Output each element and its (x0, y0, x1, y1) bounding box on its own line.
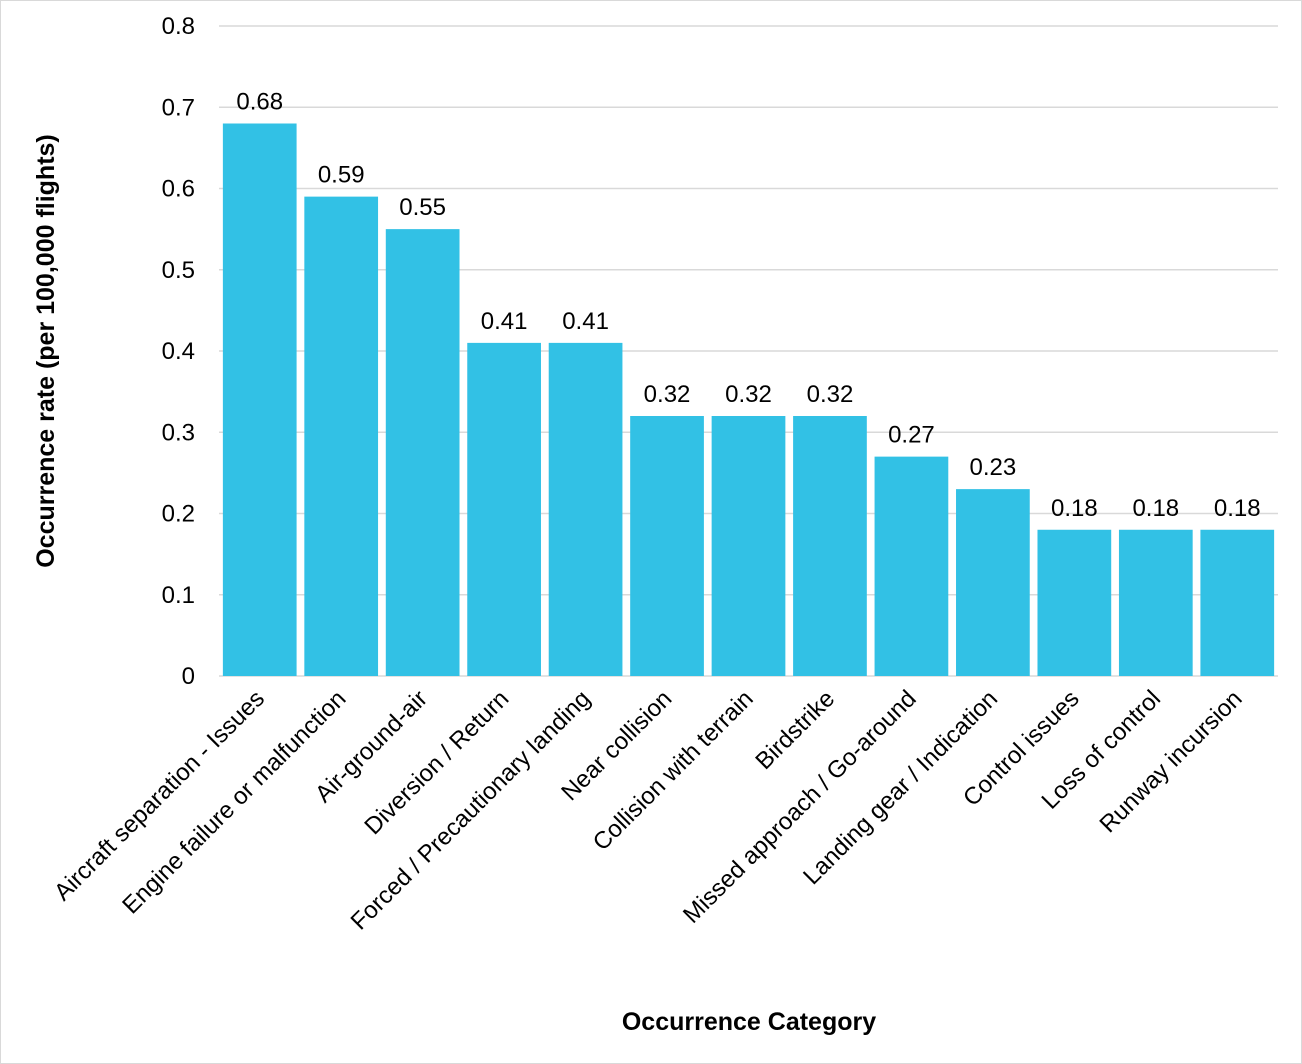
bar (956, 489, 1030, 676)
x-axis-title: Occurrence Category (622, 1008, 876, 1036)
bar (874, 456, 949, 676)
data-label: 0.41 (481, 308, 528, 335)
bar (222, 123, 297, 676)
y-tick-label: 0.1 (162, 582, 195, 609)
y-tick-label: 0 (182, 663, 195, 690)
y-tick-label: 0.2 (162, 501, 195, 528)
bar (630, 416, 704, 676)
bar (793, 416, 867, 676)
bar (304, 196, 379, 676)
y-tick-label: 0.4 (162, 338, 195, 365)
bars (222, 123, 1275, 676)
bar (1200, 529, 1275, 676)
y-tick-labels: 0 0.1 0.2 0.3 0.4 0.5 0.6 0.7 0.8 (162, 13, 195, 690)
data-label: 0.41 (562, 308, 609, 335)
data-label: 0.68 (236, 89, 283, 116)
bar (1118, 529, 1193, 676)
y-tick-label: 0.5 (162, 257, 195, 284)
bar (711, 416, 786, 676)
y-tick-label: 0.8 (162, 13, 195, 40)
x-category-label: Runway incursion (1094, 685, 1247, 838)
data-label: 0.27 (888, 422, 935, 449)
bar (1037, 529, 1112, 676)
data-label: 0.59 (318, 162, 365, 189)
data-label: 0.32 (725, 381, 772, 408)
data-label: 0.18 (1132, 495, 1179, 522)
bar (548, 342, 623, 676)
data-labels: 0.68 0.59 0.55 0.41 0.41 0.32 0.32 0.32 0.27 0.23… (236, 89, 1260, 522)
data-label: 0.18 (1214, 495, 1261, 522)
bar (467, 342, 541, 676)
y-tick-label: 0.3 (162, 419, 195, 446)
y-tick-label: 0.7 (162, 94, 195, 121)
x-category-label: Diversion / Return (359, 685, 514, 840)
y-axis-title: Occurrence rate (per 100,000 flights) (32, 134, 60, 568)
data-label: 0.32 (644, 381, 691, 408)
data-label: 0.18 (1051, 495, 1098, 522)
bar (385, 229, 460, 676)
y-tick-label: 0.6 (162, 176, 195, 203)
x-category-label: Collision with terrain (588, 685, 759, 856)
data-label: 0.32 (807, 381, 854, 408)
data-label: 0.55 (399, 194, 446, 221)
data-label: 0.23 (970, 454, 1017, 481)
